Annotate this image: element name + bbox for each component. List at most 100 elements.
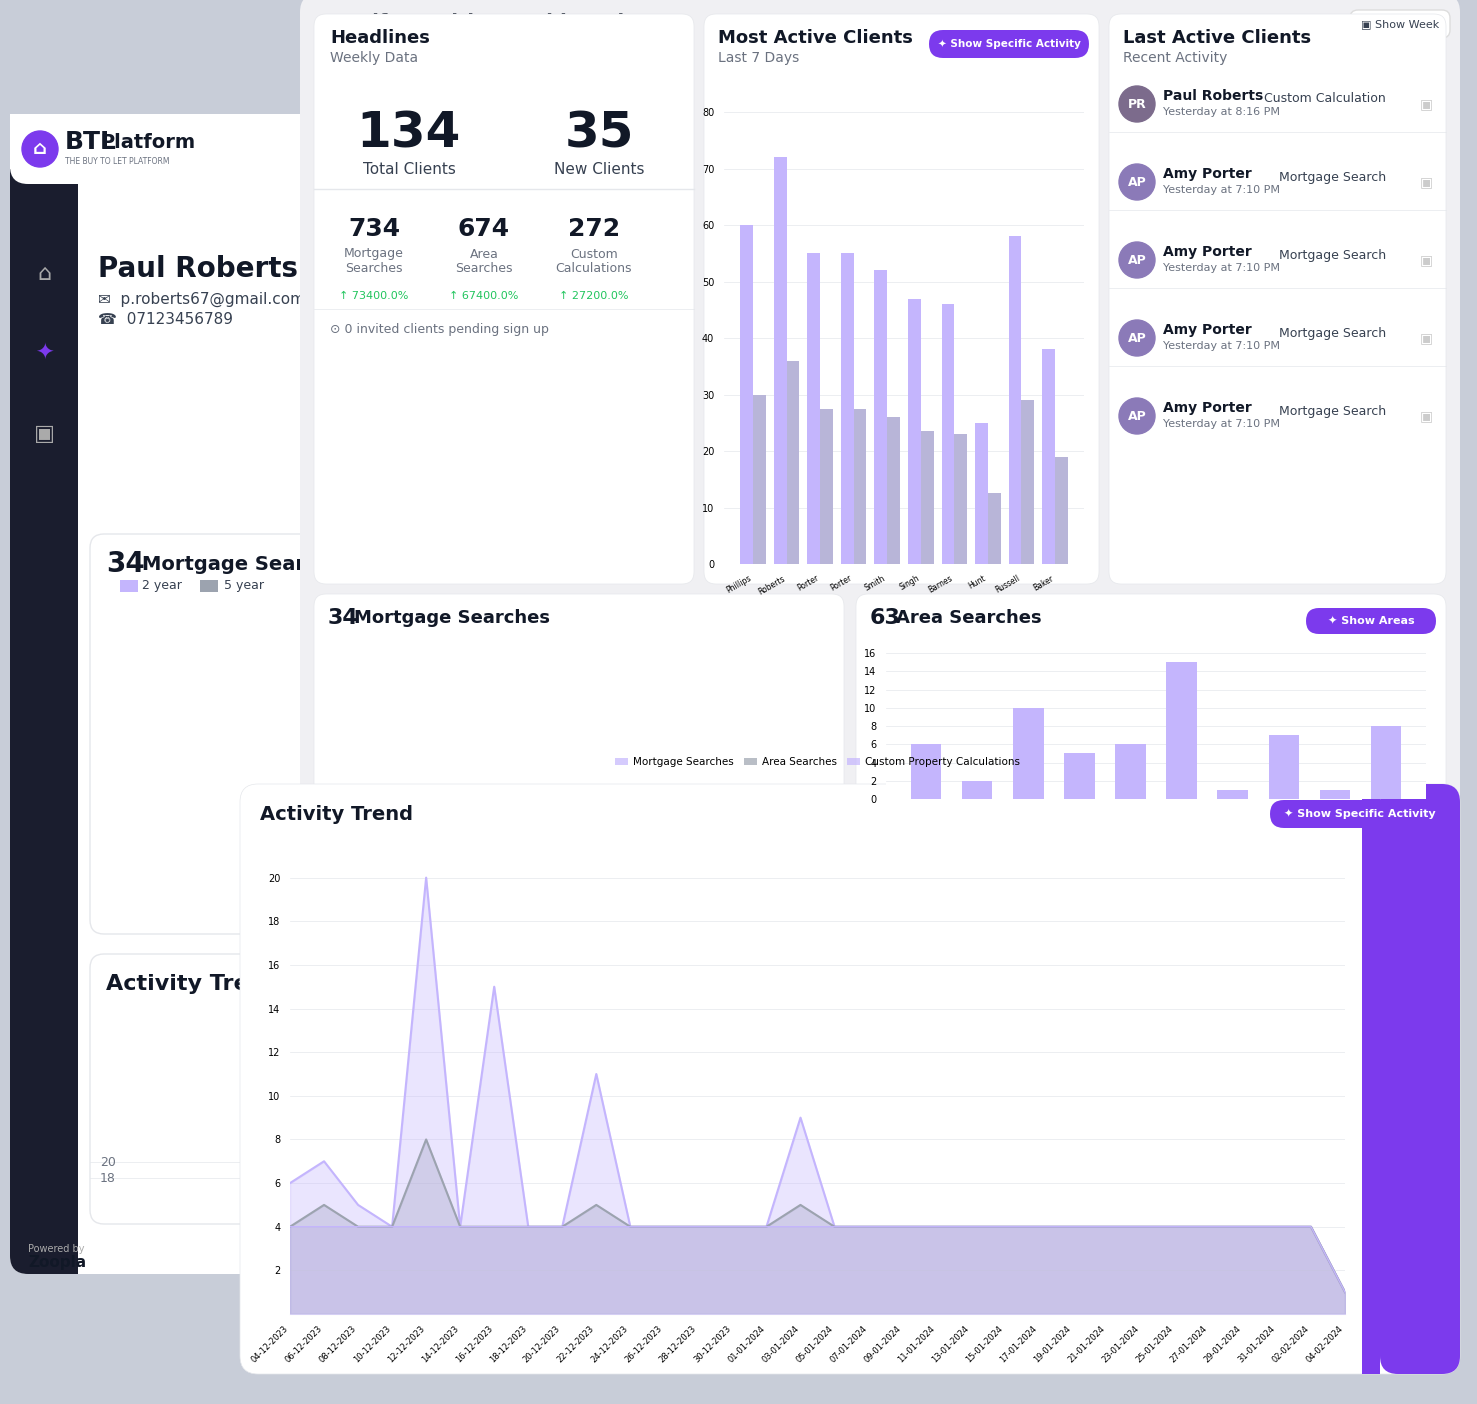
Text: ⌂: ⌂ — [32, 139, 47, 159]
Text: Custom: Custom — [570, 247, 617, 261]
Text: Mortgage Search: Mortgage Search — [1279, 404, 1385, 417]
Text: ▣: ▣ — [1419, 253, 1433, 267]
Text: Area: Area — [470, 247, 498, 261]
Text: 2 year: 2 year — [142, 580, 182, 592]
Text: Powered by: Powered by — [28, 1244, 84, 1254]
Text: Headlines: Headlines — [329, 29, 430, 46]
FancyBboxPatch shape — [10, 114, 990, 1273]
Text: Searches: Searches — [455, 263, 513, 275]
FancyBboxPatch shape — [10, 114, 78, 1273]
Bar — [888, 417, 899, 564]
Bar — [1217, 790, 1248, 799]
Text: ✦: ✦ — [34, 344, 53, 364]
Text: AP: AP — [1127, 254, 1146, 267]
Bar — [1167, 663, 1196, 799]
Text: ↑ 27200.0%: ↑ 27200.0% — [560, 291, 629, 300]
Wedge shape — [359, 614, 620, 924]
Text: Last 7 Days: Last 7 Days — [718, 51, 799, 65]
FancyBboxPatch shape — [1306, 608, 1436, 635]
FancyBboxPatch shape — [315, 594, 843, 814]
Bar — [774, 157, 787, 564]
Bar — [1013, 708, 1043, 799]
Text: ✦ Show Specific Activity: ✦ Show Specific Activity — [1284, 809, 1436, 820]
Bar — [954, 434, 967, 564]
Bar — [908, 299, 920, 564]
Text: Custom Calculation: Custom Calculation — [1264, 93, 1385, 105]
Bar — [1362, 783, 1380, 1375]
Bar — [1115, 744, 1146, 799]
Text: Yesterday at 7:10 PM: Yesterday at 7:10 PM — [1162, 263, 1281, 272]
Bar — [1371, 726, 1402, 799]
Bar — [199, 580, 219, 592]
Bar — [740, 225, 753, 564]
Text: Zoopla: Zoopla — [28, 1255, 86, 1269]
FancyBboxPatch shape — [1270, 800, 1450, 828]
Bar — [1055, 456, 1068, 564]
Text: ☎  07123456789: ☎ 07123456789 — [97, 312, 233, 327]
Text: Platform: Platform — [100, 132, 195, 152]
FancyBboxPatch shape — [1109, 14, 1446, 584]
Circle shape — [22, 131, 58, 167]
Text: Searches: Searches — [346, 263, 403, 275]
Text: Yesterday at 8:16 PM: Yesterday at 8:16 PM — [1162, 107, 1281, 117]
Text: Yesterday at 7:10 PM: Yesterday at 7:10 PM — [1162, 418, 1281, 430]
Text: ▣: ▣ — [1419, 331, 1433, 345]
Text: ✦ Show Specific Activity: ✦ Show Specific Activity — [938, 39, 1081, 49]
Bar — [1063, 754, 1094, 799]
Bar — [753, 395, 767, 564]
Text: Paul Roberts: Paul Roberts — [97, 256, 298, 284]
Text: Mortgage Searches: Mortgage Searches — [142, 555, 356, 573]
Text: BTL: BTL — [65, 131, 117, 154]
Text: Amy Porter: Amy Porter — [1162, 402, 1251, 416]
Text: Activity Trend: Activity Trend — [106, 974, 281, 994]
Bar — [1269, 736, 1300, 799]
Bar — [874, 271, 888, 564]
Bar — [1043, 350, 1055, 564]
FancyBboxPatch shape — [705, 14, 1099, 584]
Text: Amy Porter: Amy Porter — [1162, 323, 1251, 337]
Text: Mortgage Searches: Mortgage Searches — [354, 609, 549, 628]
Circle shape — [1120, 320, 1155, 357]
Text: 34: 34 — [328, 608, 359, 628]
Text: Paul Roberts: Paul Roberts — [1162, 88, 1263, 102]
Text: ↑ 67400.0%: ↑ 67400.0% — [449, 291, 518, 300]
Text: 63: 63 — [870, 608, 901, 628]
FancyBboxPatch shape — [315, 14, 694, 584]
Bar — [1009, 236, 1022, 564]
FancyBboxPatch shape — [1380, 783, 1459, 1375]
Text: THE BUY TO LET PLATFORM: THE BUY TO LET PLATFORM — [65, 157, 170, 167]
Text: Amy Porter: Amy Porter — [1162, 246, 1251, 258]
Text: Mortgage Search: Mortgage Search — [1279, 249, 1385, 261]
Text: 18: 18 — [100, 1171, 115, 1185]
Text: AP: AP — [1127, 331, 1146, 344]
Bar — [975, 423, 988, 564]
FancyBboxPatch shape — [929, 29, 1089, 58]
Text: ▣: ▣ — [1419, 97, 1433, 111]
Text: Area Searches: Area Searches — [897, 609, 1041, 628]
Text: Recent Activity: Recent Activity — [1123, 51, 1227, 65]
Text: Jennifer Smith's Dashboard: Jennifer Smith's Dashboard — [323, 13, 625, 31]
Text: 134: 134 — [357, 110, 461, 159]
Text: Weekly Data: Weekly Data — [329, 51, 418, 65]
Text: New Clients: New Clients — [554, 161, 644, 177]
Text: 272: 272 — [569, 218, 620, 241]
FancyBboxPatch shape — [90, 534, 978, 934]
Bar — [962, 781, 993, 799]
Text: Mortgage: Mortgage — [344, 247, 403, 261]
Wedge shape — [514, 614, 669, 882]
Text: Activity Trend: Activity Trend — [260, 804, 414, 824]
Text: ↑ 73400.0%: ↑ 73400.0% — [340, 291, 409, 300]
Text: Calculations: Calculations — [555, 263, 632, 275]
Text: Amy Porter: Amy Porter — [1162, 167, 1251, 181]
Text: PR: PR — [1127, 97, 1146, 111]
Text: Yesterday at 7:10 PM: Yesterday at 7:10 PM — [1162, 341, 1281, 351]
Text: 5 year: 5 year — [225, 580, 264, 592]
Bar — [787, 361, 799, 564]
Text: Mortgage Search: Mortgage Search — [1279, 327, 1385, 340]
Bar — [920, 431, 933, 564]
Bar — [820, 409, 833, 564]
Text: 674: 674 — [458, 218, 510, 241]
FancyBboxPatch shape — [857, 594, 1446, 814]
Text: Yesterday at 7:10 PM: Yesterday at 7:10 PM — [1162, 185, 1281, 195]
Legend: Mortgage Searches, Area Searches, Custom Property Calculations: Mortgage Searches, Area Searches, Custom… — [611, 753, 1024, 771]
